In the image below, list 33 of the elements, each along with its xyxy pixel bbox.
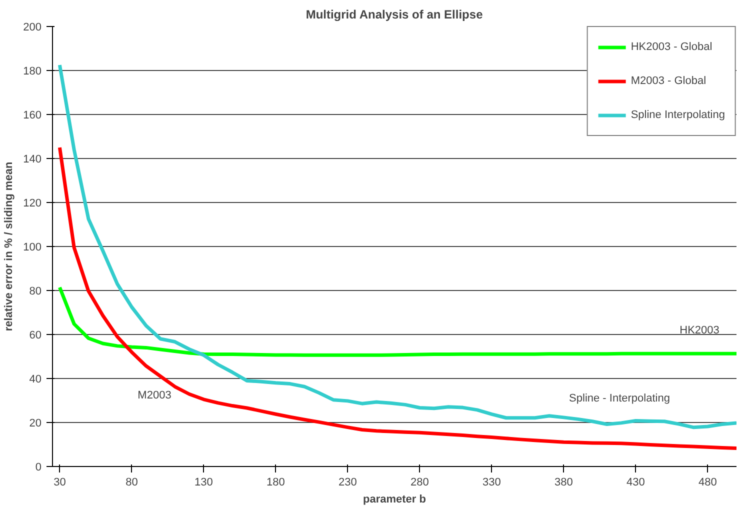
y-tick-label: 20: [29, 418, 42, 430]
x-axis-title: parameter b: [363, 494, 426, 506]
x-tick-label: 230: [338, 476, 357, 488]
x-tick-label: 130: [194, 476, 213, 488]
chart-title: Multigrid Analysis of an Ellipse: [306, 8, 484, 22]
y-tick-label: 80: [29, 286, 42, 298]
x-tick-label: 380: [554, 476, 573, 488]
y-axis-title: relative error in % / sliding mean: [3, 162, 16, 332]
line-series: [58, 286, 736, 357]
y-tick-label: 180: [23, 66, 42, 78]
line-series: [58, 63, 736, 430]
y-tick-label: 160: [23, 110, 42, 122]
x-tick-label: 180: [266, 476, 285, 488]
legend-label: Spline Interpolating: [630, 109, 725, 121]
y-tick-label: 120: [23, 198, 42, 210]
x-tick-label: 30: [54, 476, 66, 488]
y-tick-label: 140: [23, 154, 42, 166]
legend-label: M2003 - Global: [630, 75, 706, 87]
annotation: Spline - Interpolating: [569, 392, 670, 404]
annotation: HK2003: [680, 324, 720, 336]
y-tick-label: 0: [35, 462, 42, 474]
y-tick-label: 60: [29, 330, 42, 342]
x-tick-label: 430: [626, 476, 645, 488]
legend-label: HK2003 - Global: [630, 41, 712, 53]
x-tick-label: 80: [126, 476, 138, 488]
x-tick-label: 330: [482, 476, 501, 488]
y-tick-label: 40: [29, 374, 42, 386]
annotation: M2003: [138, 390, 172, 402]
line-series: [58, 146, 736, 450]
y-tick-label: 100: [23, 242, 42, 254]
x-tick-label: 280: [410, 476, 429, 488]
y-tick-label: 200: [23, 22, 42, 34]
x-tick-label: 480: [698, 476, 717, 488]
